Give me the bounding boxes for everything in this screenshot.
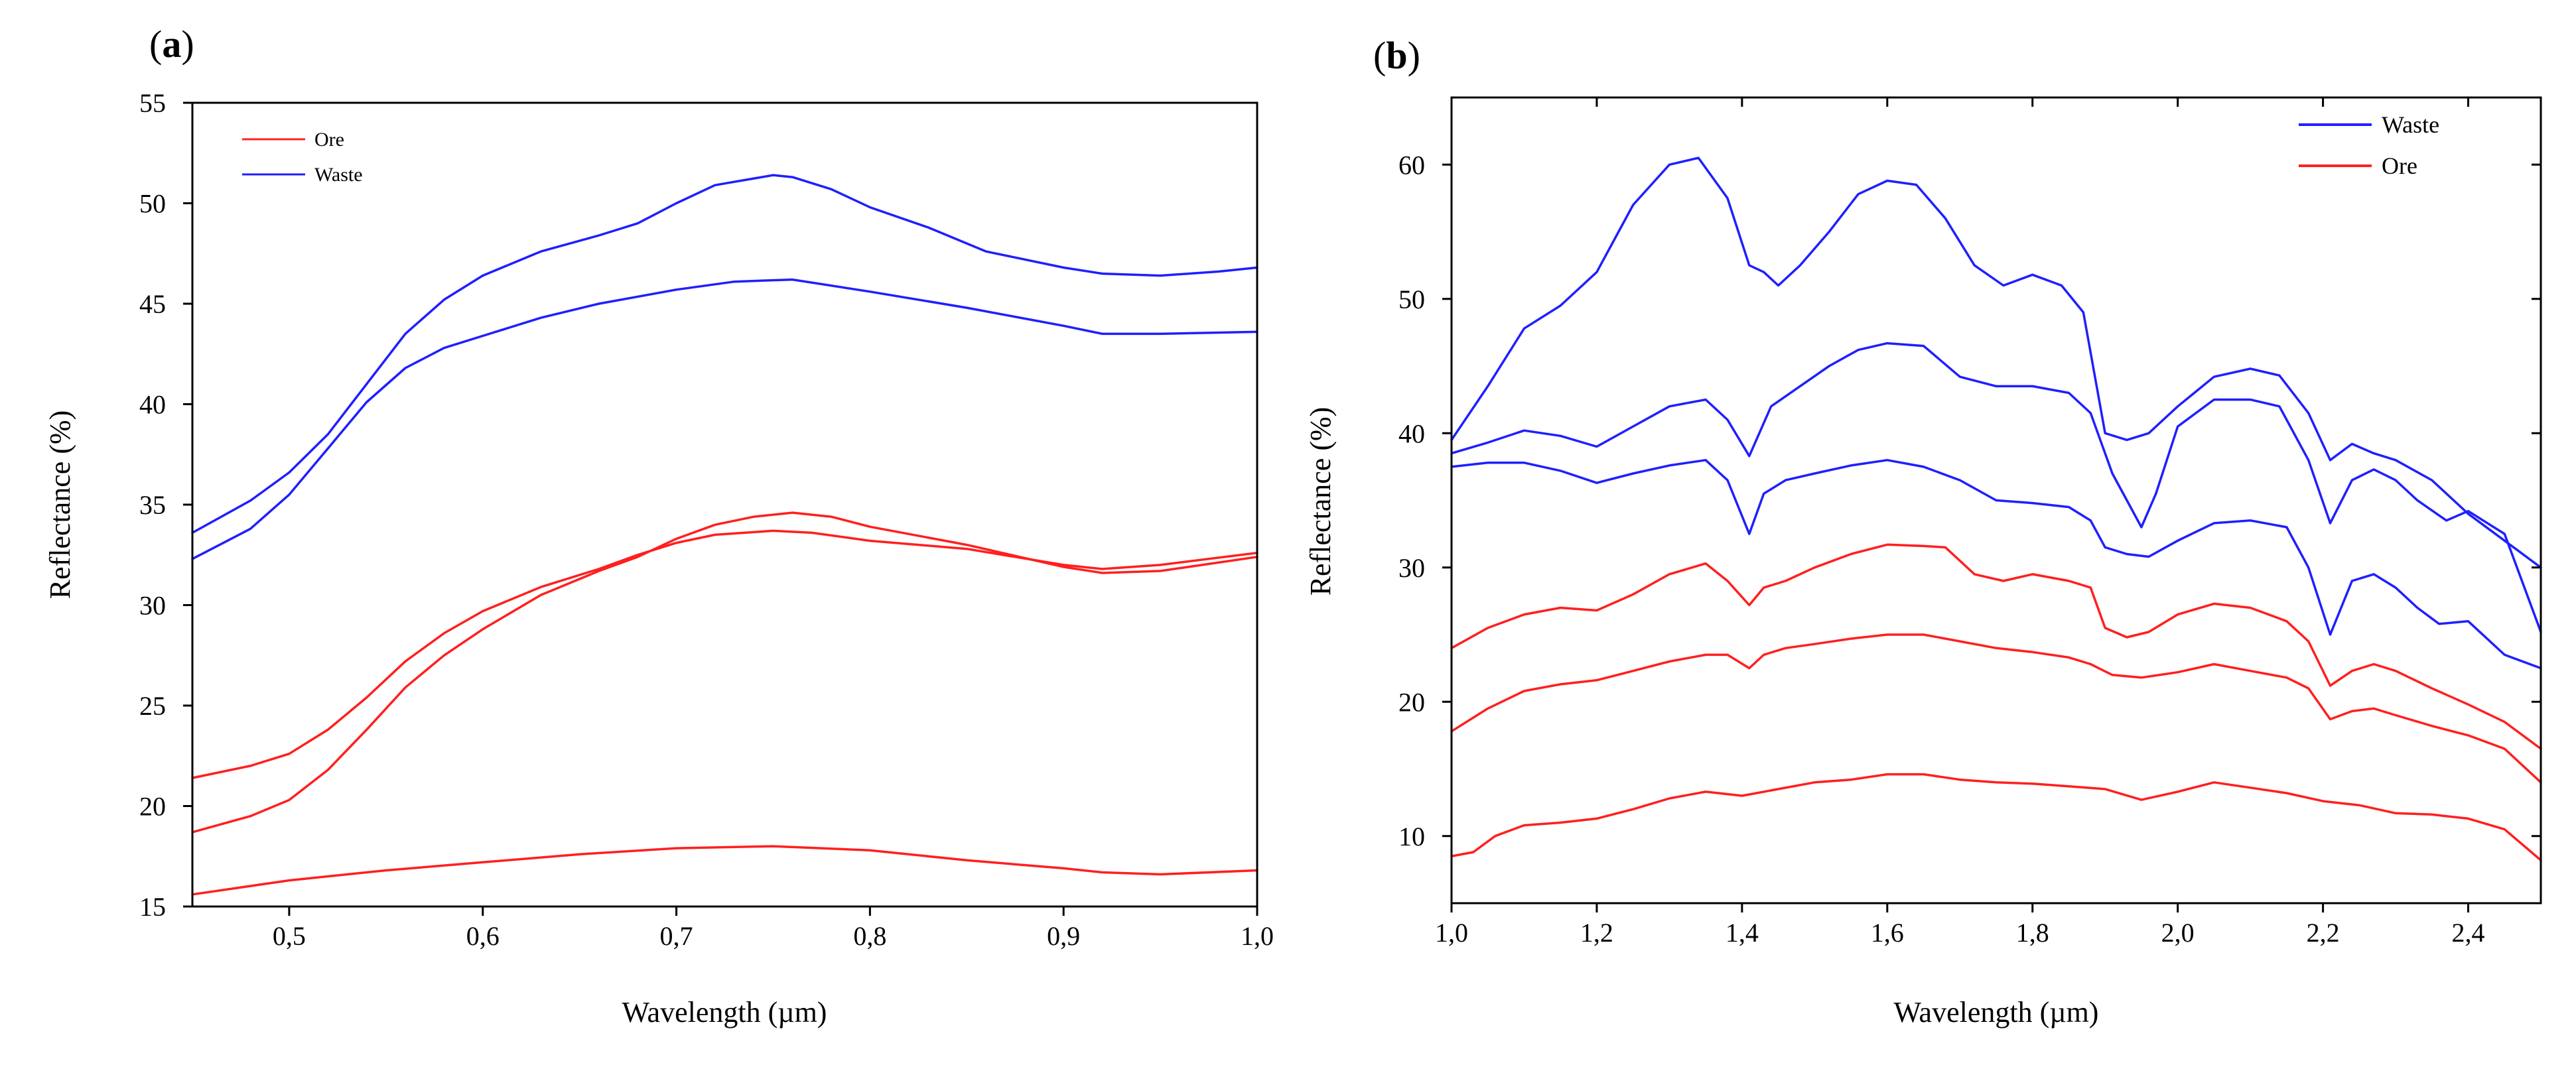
panel-b-x-tick-label: 2,0 xyxy=(2161,918,2195,948)
panel-a-y-ticks: 15 20 25 30 35 40 45 50 55 xyxy=(139,88,192,922)
panel-a-y-tick-label: 50 xyxy=(139,189,166,219)
panel-a-legend-label-waste: Waste xyxy=(314,164,363,186)
panel-a-legend: Ore Waste xyxy=(242,129,363,186)
panel-b-y-axis-title: Reflectance (%) xyxy=(1304,407,1337,596)
panel-b-y-tick-label: 10 xyxy=(1398,822,1425,851)
panel-a-x-ticks: 0,5 0,6 0,7 0,8 0,9 1,0 xyxy=(273,907,1274,951)
panel-b-series-waste-1 xyxy=(1450,157,2542,569)
panel-b-y-tick-label: 40 xyxy=(1398,418,1425,448)
panel-a-y-axis-title: Reflectance (%) xyxy=(44,410,76,599)
panel-b-series-waste-3 xyxy=(1450,459,2542,670)
panel-a-series-waste-1 xyxy=(191,174,1258,534)
panel-a-x-tick-label: 0,8 xyxy=(853,921,886,951)
panel-b-x-tick-label: 1,8 xyxy=(2016,918,2049,948)
panel-b-x-tick-label: 1,6 xyxy=(1871,918,1904,948)
panel-b-x-tick-label: 1,0 xyxy=(1435,918,1468,948)
panel-a-y-tick-label: 20 xyxy=(139,792,166,822)
panel-a-y-tick-label: 35 xyxy=(139,490,166,520)
panel-a-y-tick-label: 15 xyxy=(139,892,166,922)
panel-b-x-tick-label: 2,4 xyxy=(2452,918,2485,948)
panel-b-x-tick-label: 1,4 xyxy=(1726,918,1759,948)
panel-a-y-tick-label: 40 xyxy=(139,390,166,420)
panel-a-series-ore-3 xyxy=(191,845,1258,896)
panel-b-plot-frame xyxy=(1450,96,2542,905)
panel-a: (a) 0,5 0,6 0,7 0,8 0,9 1,0 15 20 25 30 35 40 45 50 5… xyxy=(44,23,1274,1029)
panel-b-label: (b) xyxy=(1373,34,1420,77)
panel-b-series-waste-2 xyxy=(1450,342,2542,633)
panel-b-y-tick-label: 20 xyxy=(1398,687,1425,717)
panel-a-x-tick-label: 0,6 xyxy=(466,921,500,951)
panel-b: (b) 1,0 1,2 1,4 1,6 1,8 2,0 2,2 2,4 10 20 30 40 50 6… xyxy=(1304,34,2542,1029)
panel-b-x-tick-label: 1,2 xyxy=(1580,918,1613,948)
panel-a-x-tick-label: 1,0 xyxy=(1241,921,1274,951)
panel-a-series xyxy=(191,174,1258,896)
panel-a-series-waste-2 xyxy=(191,278,1258,560)
panel-a-x-tick-label: 0,7 xyxy=(660,921,693,951)
panel-b-y-tick-label: 60 xyxy=(1398,150,1425,180)
panel-b-series xyxy=(1450,157,2542,861)
panel-b-x-ticks: 1,0 1,2 1,4 1,6 1,8 2,0 2,2 2,4 xyxy=(1435,97,2485,948)
panel-b-x-axis-title: Wavelength (µm) xyxy=(1894,996,2099,1029)
panel-a-series-ore-2 xyxy=(191,511,1258,834)
panel-a-y-tick-label: 30 xyxy=(139,591,166,621)
panel-a-y-tick-label: 25 xyxy=(139,691,166,721)
panel-b-y-tick-label: 30 xyxy=(1398,553,1425,583)
panel-a-series-ore-1 xyxy=(191,529,1258,779)
panel-b-series-ore-2 xyxy=(1450,633,2542,784)
panel-b-legend-label-ore: Ore xyxy=(2382,153,2417,179)
panel-a-y-tick-label: 55 xyxy=(139,88,166,118)
panel-b-y-ticks: 10 20 30 40 50 60 xyxy=(1398,150,2541,851)
panel-a-x-tick-label: 0,5 xyxy=(273,921,306,951)
panel-b-series-ore-1 xyxy=(1450,543,2542,750)
panel-b-legend-label-waste: Waste xyxy=(2382,111,2439,138)
panel-a-plot-frame xyxy=(191,101,1258,908)
panel-b-series-ore-3 xyxy=(1450,773,2542,861)
panel-b-y-tick-label: 50 xyxy=(1398,284,1425,314)
panel-b-x-tick-label: 2,2 xyxy=(2307,918,2340,948)
panel-a-label: (a) xyxy=(149,23,194,66)
panel-a-x-axis-title: Wavelength (µm) xyxy=(622,996,827,1029)
panel-b-legend: Waste Ore xyxy=(2299,111,2439,179)
panel-a-x-tick-label: 0,9 xyxy=(1047,921,1080,951)
panel-a-y-tick-label: 45 xyxy=(139,289,166,319)
panel-a-legend-label-ore: Ore xyxy=(314,129,344,151)
